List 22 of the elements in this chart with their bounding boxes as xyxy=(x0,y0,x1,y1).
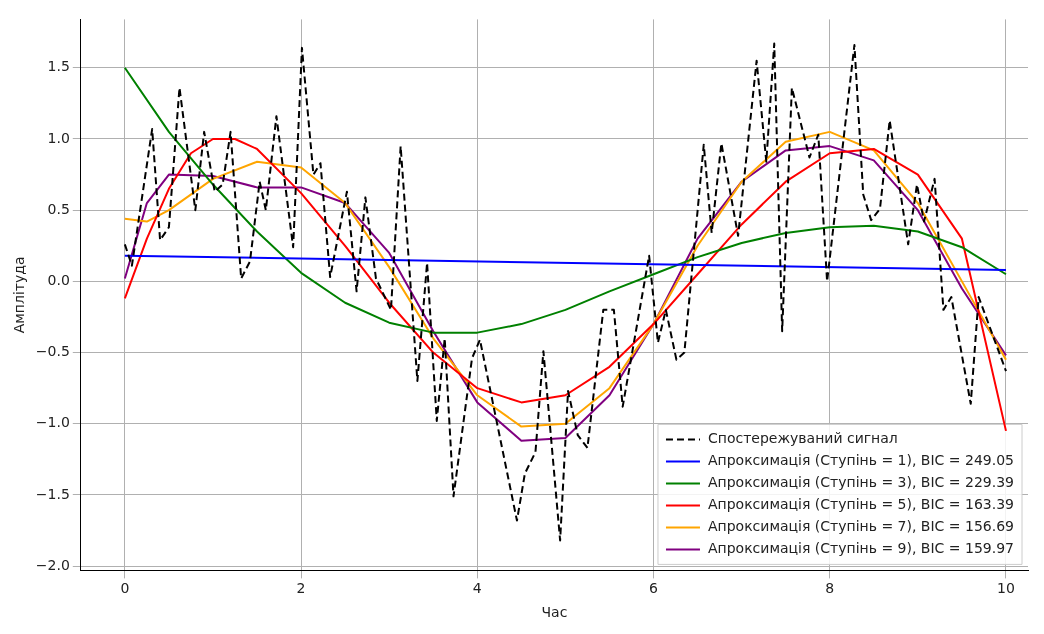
y-tick-label: 1.5 xyxy=(47,58,70,75)
legend-label: Апроксимація (Ступінь = 1), BIC = 249.05 xyxy=(707,452,1015,469)
x-tick-label: 2 xyxy=(296,580,306,597)
y-tick-label: 0.5 xyxy=(47,200,70,217)
x-tick-label: 4 xyxy=(472,580,482,597)
legend-label: Спостережуваний сигнал xyxy=(707,430,898,447)
y-tick-label: 0.0 xyxy=(47,272,70,289)
x-tick-label: 6 xyxy=(649,580,659,597)
x-tick-label: 0 xyxy=(120,580,130,597)
y-tick-label: −0.5 xyxy=(35,343,70,360)
legend-label: Апроксимація (Ступінь = 7), BIC = 156.69 xyxy=(707,518,1015,535)
x-axis-title: Час xyxy=(541,604,568,621)
x-tick-label: 10 xyxy=(997,580,1015,597)
legend-label: Апроксимація (Ступінь = 9), BIC = 159.97 xyxy=(707,540,1015,557)
y-axis-title: Амплітуда xyxy=(11,256,28,334)
legend-label: Апроксимація (Ступінь = 5), BIC = 163.39 xyxy=(707,496,1015,513)
y-tick-label: 1.0 xyxy=(47,129,70,146)
legend-label: Апроксимація (Ступінь = 3), BIC = 229.39 xyxy=(707,474,1015,491)
y-tick-label: −1.5 xyxy=(35,485,70,502)
x-tick-label: 8 xyxy=(825,580,835,597)
y-tick-label: −2.0 xyxy=(35,556,70,573)
y-tick-label: −1.0 xyxy=(35,414,70,431)
